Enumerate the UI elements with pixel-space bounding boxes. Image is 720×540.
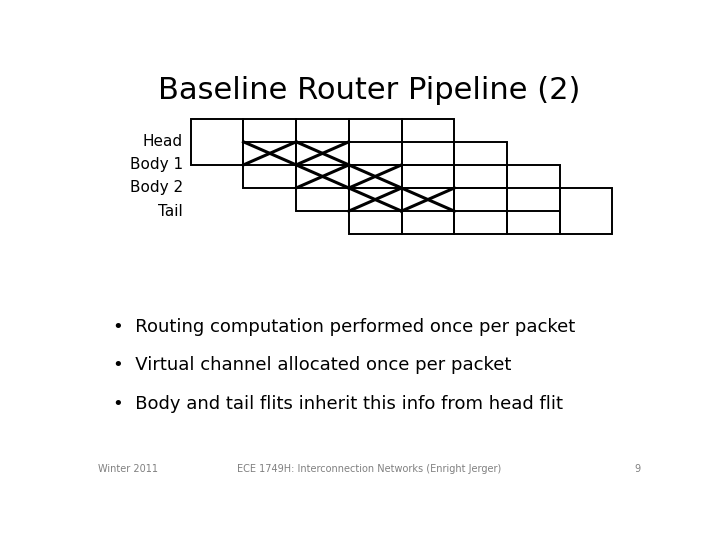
Bar bbox=[243, 142, 296, 188]
Bar bbox=[296, 142, 349, 188]
Bar bbox=[454, 188, 507, 234]
Text: •  Routing computation performed once per packet: • Routing computation performed once per… bbox=[113, 318, 575, 335]
Bar bbox=[296, 165, 349, 211]
Text: •  Virtual channel allocated once per packet: • Virtual channel allocated once per pac… bbox=[113, 356, 512, 374]
Bar bbox=[454, 142, 507, 188]
Text: Body 2: Body 2 bbox=[130, 180, 183, 195]
Text: •  Body and tail flits inherit this info from head flit: • Body and tail flits inherit this info … bbox=[113, 395, 563, 413]
Bar bbox=[243, 119, 296, 165]
Bar bbox=[402, 119, 454, 165]
Text: Winter 2011: Winter 2011 bbox=[98, 464, 158, 475]
Bar bbox=[454, 165, 507, 211]
Bar bbox=[349, 188, 402, 234]
Bar bbox=[402, 165, 454, 211]
Bar bbox=[402, 188, 454, 234]
Text: 9: 9 bbox=[634, 464, 640, 475]
Bar bbox=[349, 142, 402, 188]
Text: ECE 1749H: Interconnection Networks (Enright Jerger): ECE 1749H: Interconnection Networks (Enr… bbox=[237, 464, 501, 475]
Bar bbox=[191, 119, 243, 165]
Bar bbox=[559, 188, 612, 234]
Text: Tail: Tail bbox=[158, 204, 183, 219]
Text: Head: Head bbox=[143, 134, 183, 149]
Bar bbox=[507, 165, 559, 211]
Bar bbox=[349, 119, 402, 165]
Text: Body 1: Body 1 bbox=[130, 157, 183, 172]
Text: Baseline Router Pipeline (2): Baseline Router Pipeline (2) bbox=[158, 76, 580, 105]
Bar bbox=[507, 188, 559, 234]
Bar bbox=[296, 119, 349, 165]
Bar bbox=[349, 165, 402, 211]
Bar bbox=[402, 142, 454, 188]
